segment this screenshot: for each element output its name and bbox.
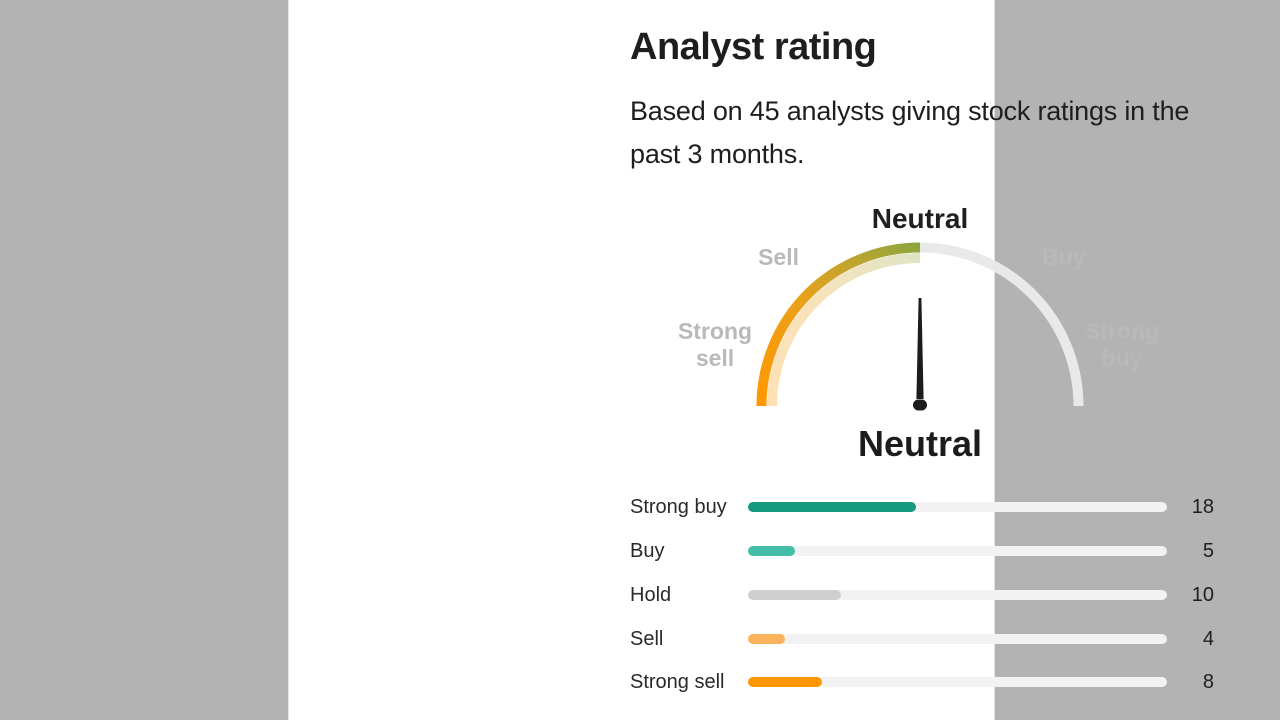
rating-value: 18 bbox=[1191, 496, 1214, 518]
rating-value: 10 bbox=[1191, 584, 1214, 606]
gauge-label-strong-sell: Strong sell bbox=[677, 318, 753, 371]
rating-bar-track bbox=[748, 502, 1167, 512]
rating-row-label: Buy bbox=[630, 540, 665, 562]
rating-bar-track bbox=[748, 590, 1167, 600]
subtitle-line-1: Based on 45 analysts giving stock rating… bbox=[630, 96, 1190, 126]
gauge-faded-arc bbox=[767, 253, 921, 407]
rating-bar-fill bbox=[748, 590, 842, 600]
gauge-chart bbox=[756, 242, 1084, 411]
gauge-track-arc bbox=[919, 242, 1084, 407]
analyst-rating-card: Analyst rating Based on 45 analysts givi… bbox=[288, 0, 1214, 720]
rating-row-label: Sell bbox=[630, 628, 664, 650]
gauge-label-sell: Sell bbox=[758, 244, 799, 270]
gauge-value-arc bbox=[756, 242, 921, 407]
gauge-label-buy: Buy bbox=[1042, 244, 1086, 270]
page-title: Analyst rating bbox=[630, 26, 877, 68]
rating-row-label: Hold bbox=[630, 584, 672, 606]
rating-value: 8 bbox=[1202, 671, 1214, 693]
rating-bar-fill bbox=[748, 634, 786, 644]
gauge-label-neutral: Neutral bbox=[871, 203, 969, 234]
rating-bar-track bbox=[748, 634, 1167, 644]
rating-bar-fill bbox=[748, 546, 795, 556]
rating-bar-fill bbox=[748, 502, 916, 512]
gauge-current-rating: Neutral bbox=[857, 423, 983, 464]
rating-bar-track bbox=[748, 677, 1167, 687]
rating-value: 5 bbox=[1202, 540, 1214, 562]
gauge-needle bbox=[913, 298, 927, 411]
subtitle: Based on 45 analysts giving stock rating… bbox=[630, 90, 1189, 176]
subtitle-line-2: past 3 months. bbox=[630, 139, 805, 169]
rating-bar-track bbox=[748, 546, 1167, 556]
rating-value: 4 bbox=[1202, 628, 1214, 650]
gauge-label-strong-buy: Strong buy bbox=[1084, 318, 1160, 371]
rating-row-label: Strong buy bbox=[630, 496, 727, 518]
rating-row-label: Strong sell bbox=[630, 671, 725, 693]
rating-bar-fill bbox=[748, 677, 823, 687]
